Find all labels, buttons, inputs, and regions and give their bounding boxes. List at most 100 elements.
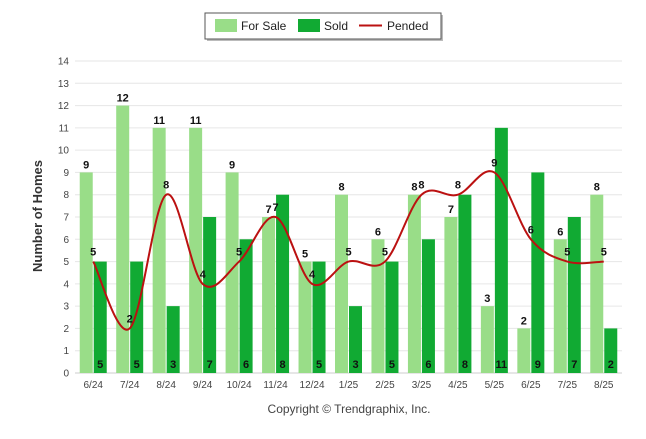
for-sale-bar: [79, 172, 93, 373]
y-tick-label: 13: [58, 79, 70, 90]
for-sale-bar: [116, 105, 130, 374]
y-tick-label: 14: [58, 57, 70, 68]
pended-value-label: 8: [455, 180, 461, 192]
sold-value-label: 9: [535, 359, 541, 371]
for-sale-bar: [444, 217, 458, 373]
y-tick-label: 4: [63, 279, 69, 290]
x-tick-label: 11/24: [263, 380, 288, 391]
sold-value-label: 3: [352, 359, 358, 371]
x-tick-label: 2/25: [375, 380, 395, 391]
for-sale-bar: [590, 194, 604, 373]
for-sale-bar: [262, 217, 276, 373]
for-sale-value-label: 2: [521, 315, 527, 327]
sold-value-label: 8: [280, 359, 286, 371]
sold-value-label: 5: [134, 359, 140, 371]
pended-value-label: 5: [564, 247, 570, 259]
sold-value-label: 7: [571, 359, 577, 371]
x-tick-label: 6/25: [521, 380, 541, 391]
sold-value-label: 8: [462, 359, 468, 371]
for-sale-value-label: 11: [190, 115, 202, 127]
for-sale-value-label: 9: [83, 159, 89, 171]
y-tick-label: 5: [63, 257, 69, 268]
for-sale-value-label: 8: [411, 182, 417, 194]
x-tick-label: 8/24: [156, 380, 176, 391]
legend-swatch-for-sale: [215, 19, 237, 32]
y-tick-label: 11: [59, 123, 70, 134]
sold-bar: [421, 239, 435, 373]
pended-value-label: 2: [127, 313, 133, 325]
bars-layer: [79, 105, 618, 374]
pended-value-label: 5: [90, 247, 96, 259]
x-tick-label: 1/25: [339, 380, 359, 391]
x-tick-label: 9/24: [193, 380, 213, 391]
sold-value-label: 5: [97, 359, 103, 371]
sold-bar: [494, 127, 508, 373]
pended-value-label: 5: [236, 247, 242, 259]
for-sale-value-label: 8: [594, 182, 600, 194]
for-sale-bar: [298, 261, 312, 373]
pended-value-label: 8: [418, 180, 424, 192]
sold-value-label: 11: [496, 359, 508, 371]
legend-label-for-sale: For Sale: [241, 19, 287, 33]
for-sale-bar: [335, 194, 348, 373]
x-tick-label: 12/24: [300, 380, 325, 391]
y-tick-label: 7: [63, 213, 69, 224]
y-tick-label: 12: [58, 101, 70, 112]
y-tick-label: 2: [63, 324, 69, 335]
legend: For Sale Sold Pended: [204, 12, 443, 41]
pended-value-label: 5: [345, 247, 351, 259]
pended-value-label: 4: [200, 269, 207, 281]
pended-value-label: 9: [491, 157, 497, 169]
sold-value-label: 6: [425, 359, 431, 371]
legend-box: [204, 12, 442, 40]
y-axis-title: Number of Homes: [30, 160, 45, 272]
for-sale-value-label: 7: [448, 204, 454, 216]
sold-bar: [604, 328, 618, 373]
pended-line: [92, 170, 604, 331]
sold-value-label: 6: [243, 359, 249, 371]
for-sale-bar: [189, 127, 203, 373]
pended-value-label: 5: [382, 247, 388, 259]
pended-line-layer: [92, 170, 604, 331]
sold-bar: [458, 194, 472, 373]
sold-value-label: 5: [389, 359, 395, 371]
sold-value-label: 3: [170, 359, 176, 371]
for-sale-value-label: 7: [266, 204, 272, 216]
y-tick-label: 3: [63, 302, 69, 313]
sold-bar: [567, 217, 581, 373]
for-sale-value-label: 12: [117, 93, 129, 105]
for-sale-value-label: 3: [484, 293, 490, 305]
sold-bar: [130, 261, 144, 373]
for-sale-value-label: 5: [302, 249, 308, 261]
y-tick-label: 6: [63, 235, 69, 246]
for-sale-value-label: 9: [229, 159, 235, 171]
copyright-text: Copyright © Trendgraphix, Inc.: [268, 402, 431, 416]
sold-bar: [203, 217, 217, 373]
pended-value-label: 5: [601, 247, 607, 259]
sold-bar: [312, 261, 326, 373]
x-tick-label: 5/25: [485, 380, 505, 391]
for-sale-value-label: 11: [153, 115, 165, 127]
y-tick-label: 10: [58, 146, 70, 157]
sold-bar: [531, 172, 545, 373]
x-tick-label: 3/25: [412, 380, 432, 391]
pended-value-label: 7: [273, 202, 279, 214]
for-sale-bar: [371, 239, 385, 373]
x-tick-label: 10/24: [227, 380, 252, 391]
y-tick-label: 9: [63, 168, 69, 179]
pended-value-label: 8: [163, 180, 169, 192]
y-tick-label: 0: [63, 369, 69, 380]
pended-value-label: 6: [528, 224, 534, 236]
y-tick-label: 1: [63, 346, 69, 357]
for-sale-bar: [152, 127, 166, 373]
for-sale-bar: [480, 306, 494, 373]
x-tick-label: 6/24: [83, 380, 103, 391]
pended-value-label: 4: [309, 269, 316, 281]
x-tick-label: 7/24: [120, 380, 140, 391]
y-tick-label: 8: [63, 190, 69, 201]
sold-value-label: 7: [207, 359, 213, 371]
sold-bar: [276, 194, 290, 373]
